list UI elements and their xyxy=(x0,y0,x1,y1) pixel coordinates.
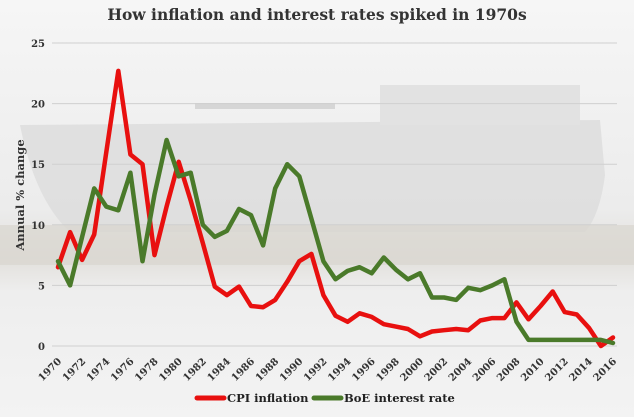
legend-item: CPI inflation xyxy=(194,391,309,405)
y-tick-label: 25 xyxy=(31,39,45,50)
y-tick-label: 15 xyxy=(31,160,45,171)
y-tick-label: 10 xyxy=(31,221,45,232)
series-line-boe-interest-rate xyxy=(55,137,616,346)
legend-item: BoE interest rate xyxy=(311,391,455,405)
y-tick-label: 0 xyxy=(38,342,45,353)
y-tick-label: 5 xyxy=(38,281,45,292)
legend-label: BoE interest rate xyxy=(344,391,455,405)
chart-title: How inflation and interest rates spiked … xyxy=(107,5,527,24)
y-tick-label: 20 xyxy=(31,100,45,111)
y-axis-label: Annual % change xyxy=(13,139,27,251)
legend-label: CPI inflation xyxy=(227,391,309,405)
